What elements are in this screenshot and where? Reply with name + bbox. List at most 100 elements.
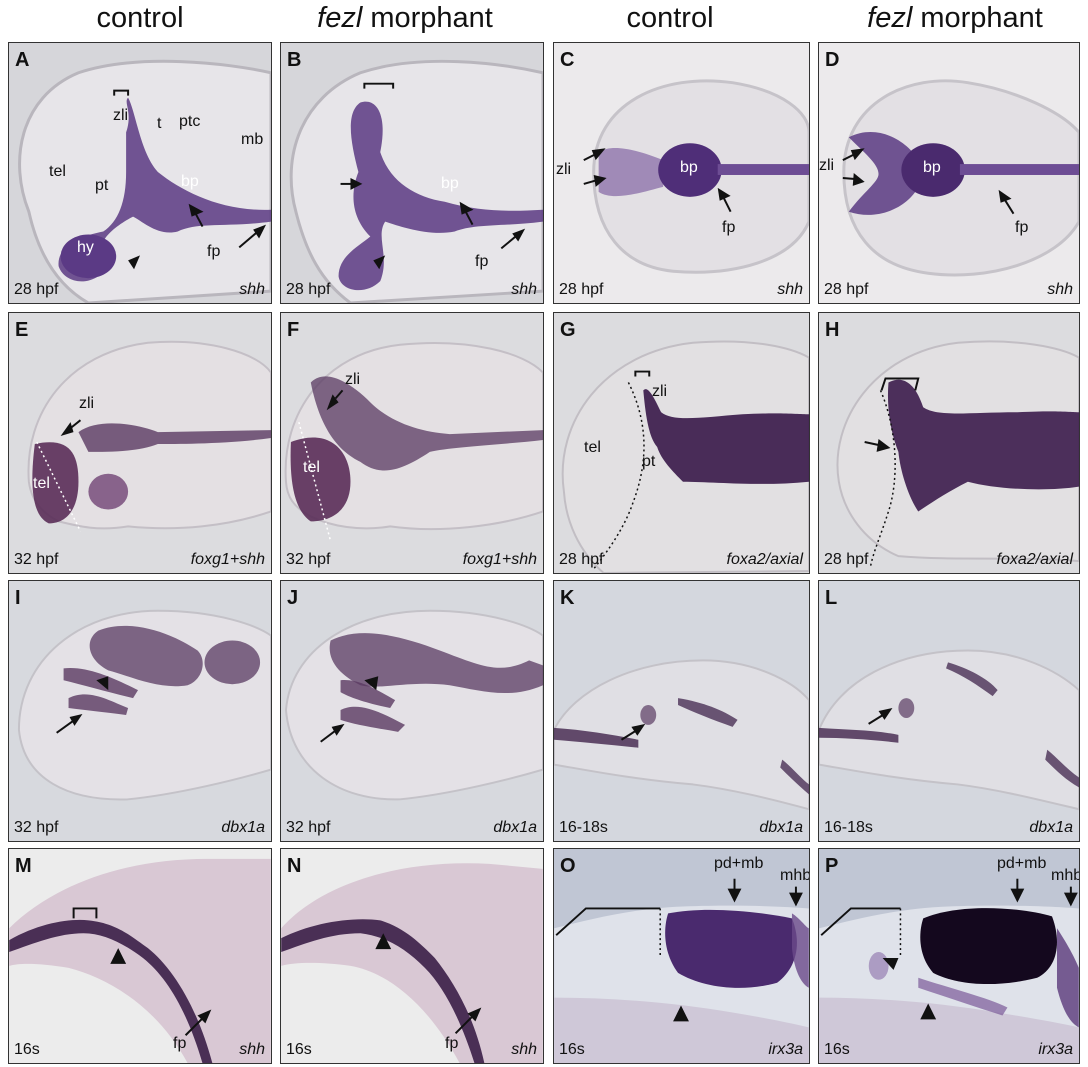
- label-zli: zli: [345, 371, 361, 388]
- stage-label: 32 hpf: [286, 551, 331, 568]
- label-tel: tel: [584, 439, 601, 456]
- panel-g: G zli tel pt 28 hpf foxa2/axial: [553, 312, 810, 574]
- label-zli: zli: [652, 383, 668, 400]
- stage-label: 32 hpf: [286, 819, 331, 836]
- panel-o: O pd+mb mhb 16s irx3a: [553, 848, 810, 1064]
- panel-label: I: [15, 587, 21, 609]
- stage-label: 16s: [286, 1041, 312, 1058]
- panel-label: K: [560, 587, 575, 609]
- gene-label: foxg1+shh: [462, 551, 537, 568]
- panel-f-image: [284, 342, 543, 542]
- panel-e: E zli tel 32 hpf foxg1+shh: [8, 312, 272, 574]
- panel-j: J 32 hpf dbx1a: [280, 580, 544, 842]
- label-tel: tel: [33, 475, 50, 492]
- label-bp: bp: [441, 175, 459, 192]
- stage-label: 32 hpf: [14, 551, 59, 568]
- stage-label: 28 hpf: [824, 281, 869, 298]
- panel-m: M fp 16s shh: [8, 848, 272, 1064]
- column-header-control-1: control: [96, 2, 184, 34]
- stage-label: 16s: [14, 1041, 40, 1058]
- panel-i-image: [17, 609, 271, 801]
- panel-label: H: [825, 319, 840, 341]
- label-fp: fp: [207, 243, 221, 260]
- gene-label: foxa2/axial: [726, 551, 804, 568]
- column-header-morphant-1: fezl morphant: [290, 2, 520, 40]
- panel-d: D zli bp fp 28 hpf shh: [818, 42, 1080, 304]
- morphant-label: morphant: [912, 2, 1043, 34]
- label-fp: fp: [173, 1035, 187, 1052]
- stage-label: 28 hpf: [559, 551, 604, 568]
- column-header-morphant-2: fezl morphant: [840, 2, 1070, 40]
- panel-h: H 28 hpf foxa2/axial: [818, 312, 1080, 574]
- label-mhb: mhb: [780, 867, 810, 884]
- panel-b-image: [289, 59, 543, 303]
- panel-label: D: [825, 49, 840, 71]
- panel-n: N fp 16s shh: [280, 848, 544, 1064]
- panel-label: L: [825, 587, 838, 609]
- label-fp: fp: [1015, 219, 1029, 236]
- panel-j-image: [284, 609, 543, 801]
- label-zli: zli: [79, 395, 95, 412]
- label-fp: fp: [445, 1035, 459, 1052]
- label-t: t: [157, 115, 162, 132]
- column-header-control-2: control: [626, 2, 714, 34]
- stage-label: 28 hpf: [824, 551, 869, 568]
- panel-p: P pd+mb mhb 16s irx3a: [818, 848, 1080, 1064]
- label-pd-mb: pd+mb: [997, 855, 1047, 872]
- label-ptc: ptc: [179, 113, 201, 130]
- gene-name-fezl: fezl: [317, 2, 363, 34]
- panel-a-image: [18, 59, 271, 303]
- panel-e-image: [27, 340, 271, 532]
- gene-label: dbx1a: [759, 819, 803, 836]
- label-bp: bp: [923, 159, 941, 176]
- panel-a: A zli t ptc mb tel pt bp hy fp 28 hpf sh…: [8, 42, 272, 304]
- panel-m-image: [9, 858, 271, 1063]
- panel-c: C zli bp fp 28 hpf shh: [553, 42, 810, 304]
- gene-name-fezl: fezl: [867, 2, 913, 34]
- panel-f: F zli tel 32 hpf foxg1+shh: [280, 312, 544, 574]
- panel-label: G: [560, 319, 576, 341]
- panel-label: M: [15, 855, 32, 877]
- gene-label: dbx1a: [493, 819, 537, 836]
- panel-l: L 16-18s dbx1a: [818, 580, 1080, 842]
- panel-label: J: [287, 587, 299, 609]
- label-hy: hy: [77, 239, 94, 256]
- label-pt: pt: [95, 177, 109, 194]
- morphant-label: morphant: [362, 2, 493, 34]
- panel-g-image: [561, 340, 809, 573]
- gene-label: shh: [511, 1041, 537, 1058]
- gene-label: foxa2/axial: [996, 551, 1074, 568]
- label-bp: bp: [680, 159, 698, 176]
- label-fp: fp: [722, 219, 736, 236]
- gene-label: irx3a: [1038, 1041, 1073, 1058]
- panel-k: K 16-18s dbx1a: [553, 580, 810, 842]
- stage-label: 32 hpf: [14, 819, 59, 836]
- gene-label: dbx1a: [221, 819, 265, 836]
- label-pt: pt: [642, 453, 656, 470]
- panel-label: P: [825, 855, 839, 877]
- panel-label: O: [560, 855, 576, 877]
- label-mb: mb: [241, 131, 264, 148]
- label-tel: tel: [49, 163, 66, 180]
- gene-label: irx3a: [768, 1041, 803, 1058]
- label-mhb: mhb: [1051, 867, 1080, 884]
- stage-label: 28 hpf: [286, 281, 331, 298]
- panel-label: C: [560, 49, 575, 71]
- label-fp: fp: [475, 253, 489, 270]
- gene-label: shh: [239, 281, 265, 298]
- gene-label: foxg1+shh: [190, 551, 265, 568]
- panel-n-image: [281, 863, 543, 1063]
- label-zli: zli: [113, 107, 129, 124]
- panel-i: I 32 hpf dbx1a: [8, 580, 272, 842]
- label-zli: zli: [556, 161, 572, 178]
- panel-c-image: [583, 79, 809, 274]
- panel-label: A: [15, 49, 30, 71]
- stage-label: 16s: [559, 1041, 585, 1058]
- gene-label: dbx1a: [1029, 819, 1073, 836]
- panel-label: F: [287, 319, 300, 341]
- label-zli: zli: [819, 157, 835, 174]
- panel-l-image: [819, 649, 1079, 811]
- label-pd-mb: pd+mb: [714, 855, 764, 872]
- gene-label: shh: [1047, 281, 1073, 298]
- panel-k-image: [554, 659, 809, 811]
